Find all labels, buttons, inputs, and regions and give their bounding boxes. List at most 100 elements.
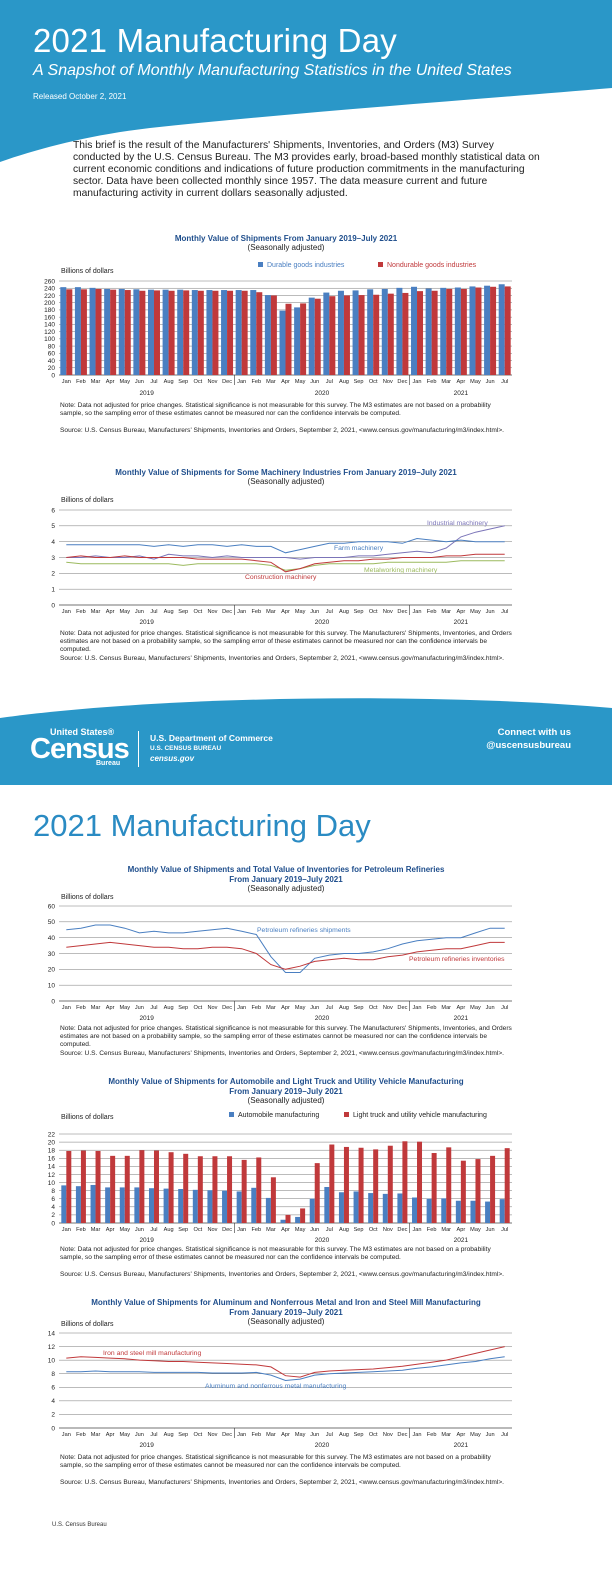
chart4-bar-series1	[368, 1193, 373, 1223]
chart1-bar-series2	[256, 292, 262, 375]
chart1-x-tick-label: Jul	[150, 379, 157, 385]
chart2-x-tick-label: Sep	[354, 609, 364, 615]
chart1-bar-series1	[469, 286, 475, 375]
chart4-bar-series2	[81, 1151, 86, 1223]
chart2-year-label: 2021	[454, 619, 469, 626]
chart1-y-tick-label: 240	[44, 286, 55, 293]
chart1-x-tick-label: Apr	[456, 379, 465, 385]
social-handle[interactable]: @uscensusbureau	[486, 740, 571, 751]
chart1-x-tick-label: Nov	[207, 379, 217, 385]
chart4-bar-series1	[500, 1199, 505, 1223]
chart1-bar-series1	[133, 289, 139, 375]
chart1-bar-series2	[242, 291, 248, 375]
chart1-x-tick-label: Jul	[501, 379, 508, 385]
chart1-bar-series1	[90, 288, 96, 375]
chart3-y-tick-label: 30	[48, 951, 56, 958]
chart3-y-tick-label: 50	[48, 919, 56, 926]
page2-title: 2021 Manufacturing Day	[33, 808, 371, 844]
chart4-x-tick-label: Jan	[413, 1227, 422, 1233]
chart1-bar-series1	[294, 307, 300, 375]
chart3-x-tick-label: Jul	[326, 1005, 333, 1011]
chart4-bar-series1	[441, 1198, 446, 1223]
chart4-bar-series2	[388, 1146, 393, 1223]
census-website[interactable]: census.gov	[150, 754, 194, 763]
chart3-x-tick-label: Nov	[207, 1005, 217, 1011]
chart5-x-tick-label: Aug	[164, 1432, 174, 1438]
chart1-x-tick-label: Jul	[326, 379, 333, 385]
chart4-title: Monthly Value of Shipments for Automobil…	[60, 1077, 512, 1087]
chart3-x-tick-label: Jul	[501, 1005, 508, 1011]
chart4-bar-series1	[470, 1201, 475, 1223]
chart2-svg: 0 1 2 3 4 5 6 Jan Feb Mar Apr May Jun Jul Aug Sep Oct Nov…	[0, 500, 612, 630]
chart1-bar-series2	[344, 295, 350, 375]
chart1-y-tick-label: 60	[48, 351, 56, 358]
chart4-bar-series1	[193, 1190, 198, 1223]
chart3-x-tick-label: May	[470, 1005, 481, 1011]
chart5-title: Monthly Value of Shipments for Aluminum …	[60, 1298, 512, 1308]
chart1-note: Note: Data not adjusted for price change…	[60, 402, 515, 418]
chart5-note: Note: Data not adjusted for price change…	[60, 1454, 515, 1470]
chart4-y-tick-label: 14	[48, 1164, 56, 1171]
chart1-bar-series1	[236, 290, 242, 375]
chart4-x-tick-label: Nov	[207, 1227, 217, 1233]
chart3-x-tick-label: Feb	[76, 1005, 86, 1011]
chart2-x-tick-label: Nov	[207, 609, 217, 615]
chart4-y-tick-label: 2	[51, 1212, 55, 1219]
chart4-year-label: 2019	[139, 1237, 154, 1244]
chart1-x-tick-label: May	[119, 379, 130, 385]
chart4-x-tick-label: Nov	[383, 1227, 393, 1233]
chart5-source: Source: U.S. Census Bureau, Manufacturer…	[60, 1479, 515, 1487]
chart3-x-tick-label: Aug	[164, 1005, 174, 1011]
chart4-bar-series2	[256, 1157, 261, 1223]
chart1-bar-series1	[192, 290, 198, 375]
chart3-x-tick-label: Feb	[251, 1005, 261, 1011]
chart2-y-tick-label: 3	[51, 555, 55, 562]
chart2-y-tick-label: 6	[51, 507, 55, 514]
chart1-bar-series2	[446, 289, 452, 375]
chart4-bar-series2	[505, 1148, 510, 1223]
chart2-x-tick-label: Jun	[310, 609, 319, 615]
chart2-y-tick-label: 5	[51, 523, 55, 530]
chart1-x-tick-label: Apr	[106, 379, 115, 385]
chart1-y-tick-label: 0	[51, 372, 55, 379]
chart1-bar-series2	[461, 289, 467, 375]
chart4-x-tick-label: May	[119, 1227, 130, 1233]
chart4-bar-series2	[315, 1163, 320, 1223]
census-logo: United States® Census Bureau	[30, 727, 132, 769]
chart1-bar-series1	[484, 286, 490, 375]
chart4-note: Note: Data not adjusted for price change…	[60, 1246, 515, 1262]
chart4-x-tick-label: Oct	[193, 1227, 202, 1233]
chart1-bar-series2	[183, 290, 189, 375]
release-date: Released October 2, 2021	[33, 92, 126, 101]
chart4-bar-series2	[271, 1177, 276, 1223]
chart2-series-label: Metalworking machinery	[364, 567, 438, 574]
chart5-y-tick-label: 2	[51, 1412, 55, 1419]
chart1-x-tick-label: Feb	[251, 379, 261, 385]
chart4-bar-series1	[281, 1220, 286, 1223]
chart4-legend-swatch	[344, 1112, 349, 1117]
chart1-bar-series2	[169, 291, 175, 375]
chart4-bar-series2	[461, 1161, 466, 1223]
chart1-bar-series1	[206, 290, 212, 375]
chart1-bar-series1	[250, 290, 256, 375]
footer-source: U.S. Census Bureau	[52, 1522, 107, 1528]
chart1-bar-series2	[198, 291, 204, 375]
chart2-x-tick-label: Apr	[281, 609, 290, 615]
chart1-x-tick-label: Sep	[354, 379, 364, 385]
chart5-x-tick-label: Jun	[310, 1432, 319, 1438]
chart4-bar-series2	[125, 1156, 130, 1223]
chart1-y-tick-label: 40	[48, 358, 56, 365]
chart4-y-tick-label: 16	[48, 1156, 56, 1163]
chart4-bar-series1	[222, 1191, 227, 1223]
chart2-year-label: 2019	[139, 619, 154, 626]
chart2-x-tick-label: Jul	[150, 609, 157, 615]
chart1-bar-series1	[455, 288, 461, 375]
chart5-x-tick-label: Sep	[354, 1432, 364, 1438]
chart2-subtitle: (Seasonally adjusted)	[60, 477, 512, 487]
chart1-y-tick-label: 200	[44, 300, 55, 307]
chart2-x-tick-label: Jan	[62, 609, 71, 615]
chart3-year-label: 2020	[315, 1015, 330, 1022]
chart1-y-tick-label: 260	[44, 278, 55, 285]
chart1-legend-swatch	[258, 262, 263, 267]
department-name: U.S. Department of Commerce	[150, 733, 273, 743]
